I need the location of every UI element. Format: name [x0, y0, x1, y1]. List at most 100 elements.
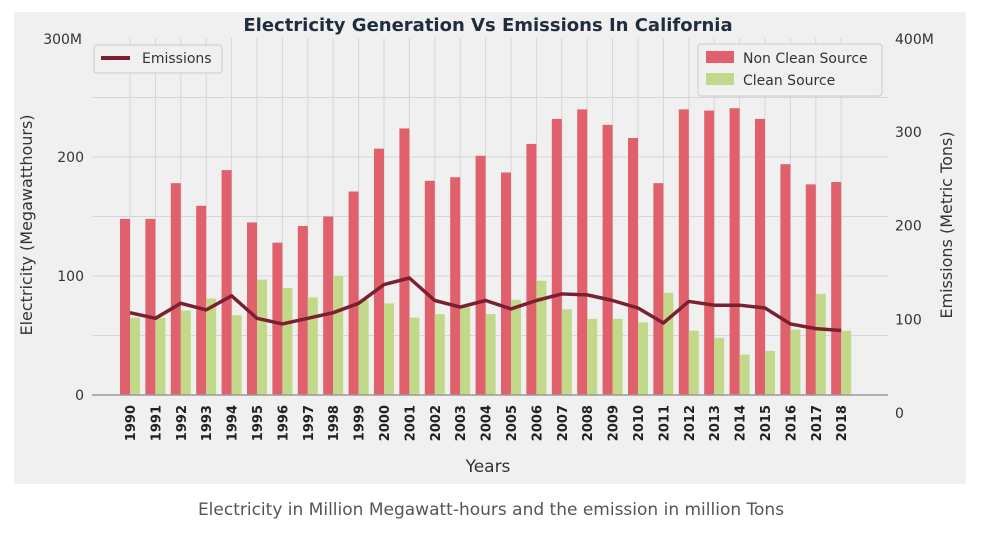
x-tick-label-2012: 2012 [683, 405, 698, 441]
bar-clean-1992 [180, 310, 191, 395]
figure-caption: Electricity in Million Megawatt-hours an… [197, 500, 785, 520]
bar-clean-1996 [282, 287, 293, 395]
bar-non-clean-1998 [323, 216, 334, 395]
legend-clean-swatch [706, 73, 734, 85]
x-tick-label-1991: 1991 [149, 405, 164, 441]
bar-clean-2012 [688, 330, 699, 395]
legend-sources: Non Clean Source Clean Source [697, 43, 883, 97]
y2-axis-label: Emissions (Metric Tons) [937, 131, 956, 318]
y2-tick-label-100: 100 [895, 312, 922, 328]
y-tick-label-100: 100 [57, 269, 84, 285]
bar-clean-1997 [307, 297, 318, 395]
legend-emissions-label: Emissions [142, 51, 212, 67]
bar-non-clean-2006 [526, 143, 537, 395]
x-tick-label-2011: 2011 [657, 405, 672, 441]
bar-clean-1995 [257, 279, 267, 395]
emissions-line [129, 276, 842, 333]
bar-non-clean-1991 [145, 218, 156, 395]
bar-clean-2005 [511, 299, 521, 395]
bar-non-clean-1997 [297, 226, 308, 395]
bar-non-clean-2002 [424, 180, 435, 395]
bar-non-clean-2007 [551, 118, 562, 396]
x-tick-label-2013: 2013 [708, 405, 723, 441]
legend-clean-label: Clean Source [743, 73, 835, 89]
bar-clean-2015 [765, 350, 775, 395]
bar-non-clean-1996 [272, 242, 283, 395]
x-tick-label-2010: 2010 [632, 405, 647, 441]
axes: 1990 1991 1992 1993 1994 1995 1996 1997 1998 1999… [43, 32, 934, 441]
bar-clean-2017 [815, 293, 826, 395]
emissions-line-layer [129, 276, 842, 333]
x-tick-label-1998: 1998 [327, 405, 342, 441]
bar-non-clean-1994 [221, 170, 232, 395]
bar-clean-2014 [739, 354, 750, 395]
bar-clean-2010 [638, 322, 648, 395]
x-tick-label-2006: 2006 [530, 405, 545, 441]
bar-clean-2000 [384, 303, 394, 395]
bar-clean-2004 [485, 314, 496, 395]
bar-non-clean-2018 [831, 181, 842, 395]
y-tick-label-0: 0 [75, 388, 84, 404]
bar-clean-2007 [561, 309, 572, 395]
bar-non-clean-1992 [170, 183, 181, 395]
bar-non-clean-2001 [399, 128, 410, 395]
bar-non-clean-2012 [678, 109, 689, 396]
x-tick-label-2003: 2003 [454, 405, 469, 441]
bar-non-clean-2005 [501, 172, 511, 395]
bar-non-clean-2009 [602, 124, 613, 396]
x-tick-label-2002: 2002 [429, 405, 444, 441]
bar-non-clean-2000 [374, 148, 384, 395]
bar-non-clean-2016 [780, 164, 791, 395]
bar-clean-1999 [358, 299, 369, 395]
bar-clean-2016 [790, 329, 801, 395]
x-tick-label-2005: 2005 [505, 405, 520, 441]
x-tick-label-2015: 2015 [759, 405, 774, 441]
bar-clean-1990 [130, 317, 140, 395]
bar-non-clean-2004 [475, 155, 486, 395]
y-tick-label-top: 300M [43, 32, 82, 48]
bar-non-clean-2008 [577, 109, 588, 396]
y2-tick-label-bottom: 0 [895, 406, 904, 422]
bar-clean-2013 [714, 337, 725, 395]
bar-non-clean-2017 [805, 184, 816, 395]
bar-clean-2003 [460, 306, 471, 395]
bar-clean-2011 [663, 292, 674, 395]
chart-title: Electricity Generation Vs Emissions In C… [243, 15, 732, 36]
bar-non-clean-2010 [628, 137, 638, 395]
x-tick-label-2016: 2016 [784, 405, 799, 441]
x-tick-label-1999: 1999 [353, 405, 368, 441]
x-tick-label-2004: 2004 [480, 405, 495, 441]
bars [120, 108, 852, 396]
x-tick-label-2000: 2000 [378, 405, 393, 441]
bar-non-clean-1990 [120, 218, 130, 395]
bar-clean-2006 [536, 280, 547, 395]
legend-emissions: Emissions [93, 44, 223, 74]
bar-clean-1994 [231, 315, 242, 395]
x-tick-label-1995: 1995 [251, 405, 266, 441]
x-tick-label-2017: 2017 [810, 405, 825, 441]
bar-non-clean-1999 [348, 191, 359, 395]
bar-non-clean-2011 [653, 183, 664, 395]
x-tick-label-1992: 1992 [175, 405, 190, 441]
x-tick-label-2008: 2008 [581, 405, 596, 441]
x-axis-label: Years [465, 457, 511, 477]
bar-non-clean-2014 [729, 108, 740, 396]
bar-clean-1993 [206, 298, 217, 395]
bar-non-clean-2003 [450, 177, 461, 395]
bar-clean-2009 [612, 318, 623, 395]
bar-non-clean-2015 [755, 118, 765, 396]
bar-clean-1998 [333, 276, 344, 395]
x-tick-label-2014: 2014 [734, 405, 749, 441]
y-tick-label-200: 200 [57, 150, 84, 166]
y2-tick-label-200: 200 [895, 219, 922, 235]
bar-clean-1991 [155, 317, 166, 395]
bar-clean-2008 [587, 318, 598, 395]
bar-non-clean-1995 [247, 222, 257, 395]
x-tick-label-2018: 2018 [835, 405, 850, 441]
bar-clean-2018 [841, 330, 852, 395]
x-tick-label-1993: 1993 [200, 405, 215, 441]
x-tick-label-1990: 1990 [124, 405, 139, 441]
x-tick-label-2001: 2001 [403, 405, 418, 441]
x-tick-label-1994: 1994 [226, 405, 241, 441]
